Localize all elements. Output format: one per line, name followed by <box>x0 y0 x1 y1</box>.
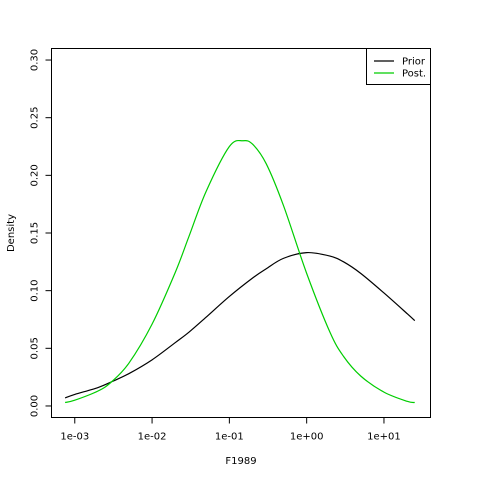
x-tick-label: 1e+01 <box>367 432 401 443</box>
legend-box <box>366 48 431 85</box>
y-axis-title: Density <box>6 214 17 252</box>
x-tick-label: 1e-03 <box>60 432 89 443</box>
series-layer <box>64 139 416 404</box>
legend-label-prior: Prior <box>402 57 426 68</box>
y-tick-label: 0.20 <box>30 164 41 186</box>
x-axis-title: F1989 <box>225 456 256 467</box>
x-tick-label: 1e-01 <box>215 432 244 443</box>
x-tick-label: 1e-02 <box>138 432 167 443</box>
series-line-post <box>64 139 415 404</box>
y-tick-label: 0.05 <box>30 337 41 359</box>
y-tick-label: 0.25 <box>30 107 41 129</box>
y-axis: 0.00 0.05 0.10 0.15 0.20 0.25 0.30 <box>30 49 52 417</box>
y-tick-label: 0.00 <box>30 395 41 417</box>
legend-label-post: Post. <box>402 69 426 80</box>
y-tick-label: 0.30 <box>30 49 41 71</box>
x-axis: 1e-03 1e-02 1e-01 1e+00 1e+01 <box>60 417 401 443</box>
y-tick-label: 0.10 <box>30 280 41 302</box>
x-tick-label: 1e+00 <box>290 432 324 443</box>
y-tick-label: 0.15 <box>30 222 41 244</box>
